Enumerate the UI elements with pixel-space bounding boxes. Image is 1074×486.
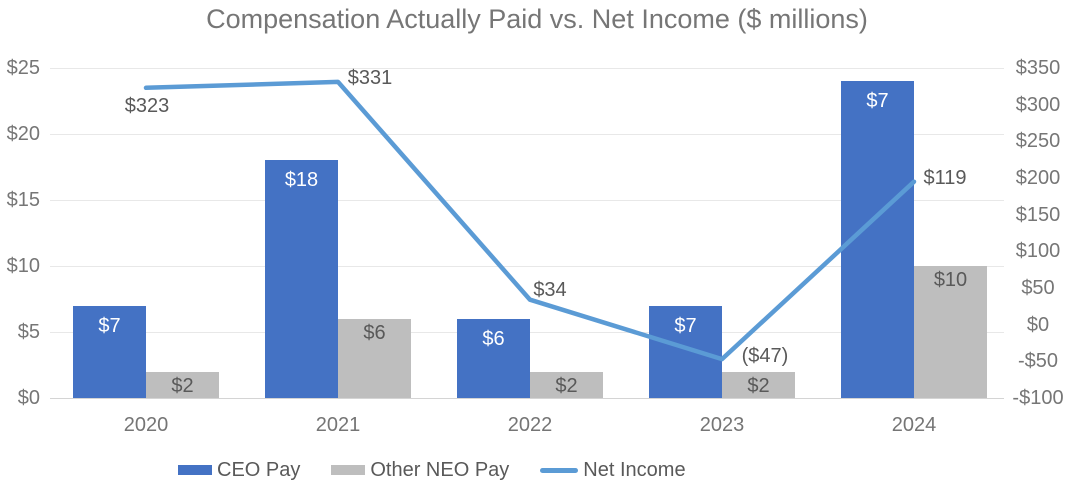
bar-data-label: $7 [866,90,889,112]
other-neo-pay-bar-2020 [146,372,219,398]
right-axis-tick: $0 [1026,314,1050,336]
bar-data-label: $6 [482,328,505,350]
other-neo-pay-bar-2022 [530,372,603,398]
x-axis-label-2024: 2024 [891,414,937,436]
legend-label-net-income: Net Income [583,458,686,481]
net-income-swatch [540,467,579,473]
bar-data-label: $6 [363,322,386,344]
ceo-pay-bar-2022 [457,319,530,398]
chart-title: Compensation Actually Paid vs. Net Incom… [206,4,868,34]
left-axis-tick: $0 [17,387,40,409]
other-neo-pay-bar-2023 [722,372,795,398]
other-neo-pay-swatch [331,465,366,475]
bar-data-label: $2 [171,375,194,397]
gridline [50,68,1004,69]
ceo-pay-bar-2020 [73,306,146,398]
other-neo-pay-bar-2024 [914,266,987,398]
bar-data-label: $10 [933,269,968,291]
ceo-pay-bar-2023 [649,306,722,398]
legend-label-ceo-pay: CEO Pay [217,458,301,481]
net-income-polyline [143,79,917,362]
bar-data-label: $2 [747,375,770,397]
x-axis-label-2023: 2023 [699,414,745,436]
right-axis-tick: -$100 [1012,387,1064,409]
gridline [50,200,1004,201]
right-axis-tick: -$50 [1017,350,1059,372]
ceo-pay-bar-2021 [265,160,338,398]
legend: CEO Pay Other NEO Pay Net Income [178,457,686,483]
x-axis-line [50,398,1004,399]
left-axis-tick: $10 [6,255,40,277]
bar-data-label: $18 [284,169,319,191]
x-axis-label-2021: 2021 [315,414,361,436]
gridline [50,134,1004,135]
net-income-data-label: ($47) [741,345,789,368]
left-axis-tick: $15 [6,189,40,211]
right-axis-tick: $350 [1015,57,1061,79]
net-income-data-label: $34 [533,278,567,301]
right-axis-tick: $50 [1021,277,1055,299]
net-income-data-label: $323 [124,94,170,117]
right-axis-tick: $300 [1015,94,1061,116]
legend-item-ceo-pay: CEO Pay [178,459,300,482]
net-income-data-label: $331 [347,66,393,89]
net-income-data-label: $119 [923,166,967,189]
gridline [50,266,1004,267]
other-neo-pay-bar-2021 [338,319,411,398]
right-axis-tick: $100 [1015,240,1061,262]
bar-data-label: $7 [98,315,121,337]
right-axis-tick: $200 [1015,167,1061,189]
x-axis-label-2022: 2022 [507,414,553,436]
bar-data-label: $2 [555,375,578,397]
left-axis-tick: $25 [6,57,40,79]
legend-item-other-neo-pay: Other NEO Pay [331,459,509,482]
legend-item-net-income: Net Income [540,458,686,482]
right-axis-tick: $250 [1015,130,1061,152]
right-axis-tick: $150 [1015,204,1061,226]
legend-label-other-neo-pay: Other NEO Pay [370,458,510,481]
x-axis-label-2020: 2020 [123,414,169,436]
ceo-pay-swatch [178,465,212,475]
bar-data-label: $7 [674,315,697,337]
left-axis-tick: $20 [6,123,40,145]
left-axis-tick: $5 [17,321,40,343]
